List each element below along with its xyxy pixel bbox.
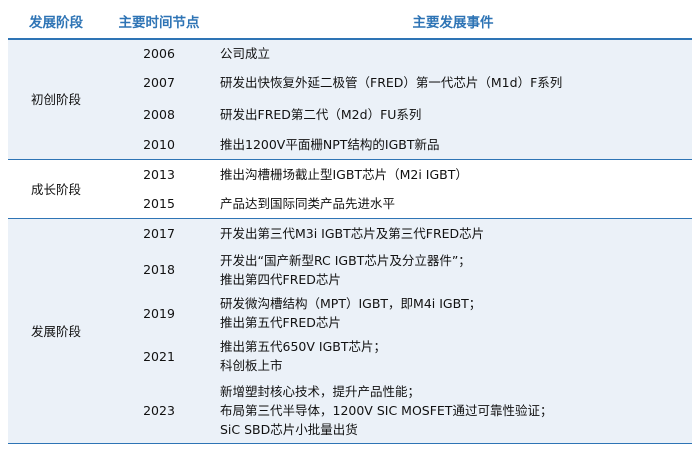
year-cell: 2021 xyxy=(104,334,214,378)
header-time: 主要时间节点 xyxy=(104,4,214,40)
event-line: 开发出第三代M3i IGBT芯片及第三代FRED芯片 xyxy=(220,226,485,242)
table-row: 2008 研发出FRED第二代（M2d）FU系列 xyxy=(8,98,692,130)
table-row: 2007 研发出快恢复外延二极管（FRED）第一代芯片（M1d）F系列 xyxy=(8,66,692,99)
event-line: 公司成立 xyxy=(220,45,271,61)
year-cell: 2007 xyxy=(104,66,214,99)
event-cell: 推出第五代650V IGBT芯片； 科创板上市 xyxy=(214,334,692,378)
header-stage: 发展阶段 xyxy=(8,4,104,40)
header-row: 发展阶段 主要时间节点 主要发展事件 xyxy=(8,4,692,40)
event-cell: 公司成立 xyxy=(214,39,692,67)
event-line: SiC SBD芯片小批量出货 xyxy=(220,422,358,437)
event-cell: 开发出“国产新型RC IGBT芯片及分立器件”； 推出第四代FRED芯片 xyxy=(214,248,692,292)
table-row: 初创阶段 2006 公司成立 xyxy=(8,39,692,161)
stage-cell: 成长阶段 xyxy=(8,159,104,220)
event-line: 科创板上市 xyxy=(220,358,283,374)
event-line: 新增塑封核心技术，提升产品性能； xyxy=(220,384,421,399)
year-cell: 2019 xyxy=(104,291,214,335)
event-line: 研发微沟槽结构（MPT）IGBT，即M4i IGBT； xyxy=(220,296,482,312)
development-history-table: 发展阶段 主要时间节点 主要发展事件 初创阶段 2006 公司成立 2007 研发出快恢… xyxy=(8,4,692,444)
event-line: 布局第三代半导体，1200V SIC MOSFET通过可靠性验证； xyxy=(220,403,553,418)
table-body: 初创阶段 2006 公司成立 2007 研发出快恢复外延二极管（FRED）第一代芯片（M… xyxy=(8,39,692,444)
event-cell: 研发出快恢复外延二极管（FRED）第一代芯片（M1d）F系列 xyxy=(214,66,692,99)
event-line: 推出第五代650V IGBT芯片； xyxy=(220,339,386,355)
header-event: 主要发展事件 xyxy=(214,4,692,40)
event-cell: 研发出FRED第二代（M2d）FU系列 xyxy=(214,98,692,130)
event-line: 推出1200V平面栅NPT结构的IGBT新品 xyxy=(220,137,440,153)
year-cell: 2015 xyxy=(104,189,214,220)
stage-cell: 发展阶段 xyxy=(8,218,104,444)
event-line: 研发出FRED第二代（M2d）FU系列 xyxy=(220,106,422,122)
event-cell: 推出沟槽栅场截止型IGBT芯片（M2i IGBT） xyxy=(214,160,692,190)
event-line: 推出第五代FRED芯片 xyxy=(220,315,341,331)
year-cell: 2017 xyxy=(104,218,214,249)
table-row: 2021 推出第五代650V IGBT芯片； 科创板上市 xyxy=(8,334,692,378)
table-row: 2018 开发出“国产新型RC IGBT芯片及分立器件”； 推出第四代FRED芯片 xyxy=(8,248,692,292)
event-line: 推出第四代FRED芯片 xyxy=(220,271,341,287)
event-cell: 新增塑封核心技术，提升产品性能； 布局第三代半导体，1200V SIC MOSFE… xyxy=(214,378,692,444)
table-row: 2019 研发微沟槽结构（MPT）IGBT，即M4i IGBT； 推出第五代FRED… xyxy=(8,291,692,335)
event-cell: 开发出第三代M3i IGBT芯片及第三代FRED芯片 xyxy=(214,218,692,249)
table-row: 成长阶段 2013 推出沟槽栅场截止型IGBT芯片（M2i IGBT） xyxy=(8,159,692,220)
event-cell: 研发微沟槽结构（MPT）IGBT，即M4i IGBT； 推出第五代FRED芯片 xyxy=(214,291,692,335)
event-line: 研发出快恢复外延二极管（FRED）第一代芯片（M1d）F系列 xyxy=(220,74,563,90)
stage-cell: 初创阶段 xyxy=(8,39,104,161)
table-row: 发展阶段 2017 开发出第三代M3i IGBT芯片及第三代FRED芯片 xyxy=(8,218,692,444)
year-cell: 2008 xyxy=(104,98,214,130)
event-line: 推出沟槽栅场截止型IGBT芯片（M2i IGBT） xyxy=(220,167,468,183)
event-line: 产品达到国际同类产品先进水平 xyxy=(220,196,396,212)
event-cell: 产品达到国际同类产品先进水平 xyxy=(214,189,692,220)
year-cell: 2013 xyxy=(143,167,175,183)
table-row: 2010 推出1200V平面栅NPT结构的IGBT新品 xyxy=(8,129,692,161)
event-cell: 推出1200V平面栅NPT结构的IGBT新品 xyxy=(214,129,692,161)
year-cell: 2010 xyxy=(104,129,214,161)
year-cell: 2018 xyxy=(104,248,214,292)
table-row: 2015 产品达到国际同类产品先进水平 xyxy=(8,189,692,220)
table-row: 2023 新增塑封核心技术，提升产品性能； 布局第三代半导体，1200V SIC M… xyxy=(8,378,692,444)
year-cell: 2006 xyxy=(104,39,214,67)
year-cell: 2023 xyxy=(104,378,214,444)
event-line: 开发出“国产新型RC IGBT芯片及分立器件”； xyxy=(220,252,471,268)
